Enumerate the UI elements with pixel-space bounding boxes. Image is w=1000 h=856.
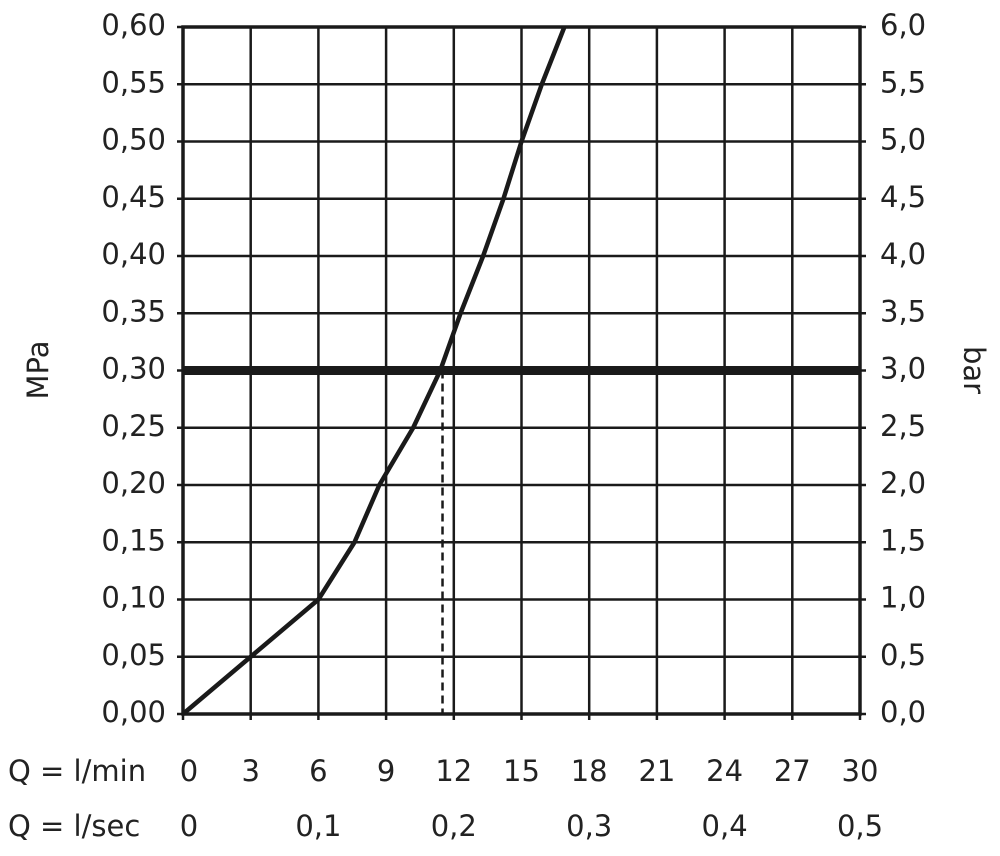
y2-tick-label: 0,0 <box>880 695 926 729</box>
x-tick-label: 30 <box>842 754 879 788</box>
y-tick-label: 0,55 <box>101 65 166 99</box>
x2-tick-label: 0 <box>180 809 198 843</box>
x2-tick-label: 0,5 <box>837 809 883 843</box>
y-tick-label: 0,50 <box>101 123 166 157</box>
x2-tick-label: 0,2 <box>431 809 477 843</box>
y-tick-label: 0,00 <box>101 695 166 729</box>
x-axis-label: Q = l/min <box>8 754 146 788</box>
x2-axis-label: Q = l/sec <box>8 809 140 843</box>
y2-tick-label: 1,0 <box>880 581 926 615</box>
x-tick-label: 0 <box>180 754 198 788</box>
y2-tick-label: 6,0 <box>880 8 926 42</box>
y2-tick-label: 2,5 <box>880 409 926 443</box>
y-tick-label: 0,30 <box>101 352 166 386</box>
y-tick-label: 0,10 <box>101 581 166 615</box>
x-tick-label: 27 <box>774 754 811 788</box>
y2-tick-label: 2,0 <box>880 466 926 500</box>
y2-tick-label: 1,5 <box>880 523 926 557</box>
x-tick-label: 3 <box>241 754 259 788</box>
x-tick-label: 12 <box>435 754 472 788</box>
curve <box>181 26 567 716</box>
y2-tick-label: 4,5 <box>880 180 926 214</box>
y2-tick-label: 4,0 <box>880 237 926 271</box>
y-tick-label: 0,20 <box>101 466 166 500</box>
y2-axis-label: bar <box>957 346 991 394</box>
y-tick-label: 0,25 <box>101 409 166 443</box>
x2-tick-label: 0,3 <box>566 809 612 843</box>
x-tick-label: 24 <box>706 754 743 788</box>
y-tick-label: 0,45 <box>101 180 166 214</box>
y-tick-label: 0,40 <box>101 237 166 271</box>
x-tick-label: 21 <box>638 754 675 788</box>
y2-tick-label: 3,0 <box>880 352 926 386</box>
x2-tick-label: 0,1 <box>295 809 341 843</box>
y-axis-label: MPa <box>21 341 55 400</box>
y2-tick-label: 3,5 <box>880 294 926 328</box>
y-tick-label: 0,60 <box>101 8 166 42</box>
x-tick-label: 15 <box>503 754 540 788</box>
x-tick-label: 9 <box>377 754 395 788</box>
x-tick-label: 6 <box>309 754 327 788</box>
y-tick-label: 0,05 <box>101 638 166 672</box>
y-tick-label: 0,35 <box>101 294 166 328</box>
x2-tick-label: 0,4 <box>702 809 748 843</box>
y2-tick-label: 5,0 <box>880 123 926 157</box>
x-tick-label: 18 <box>571 754 608 788</box>
y-tick-label: 0,15 <box>101 523 166 557</box>
y2-tick-label: 0,5 <box>880 638 926 672</box>
y2-tick-label: 5,5 <box>880 65 926 99</box>
